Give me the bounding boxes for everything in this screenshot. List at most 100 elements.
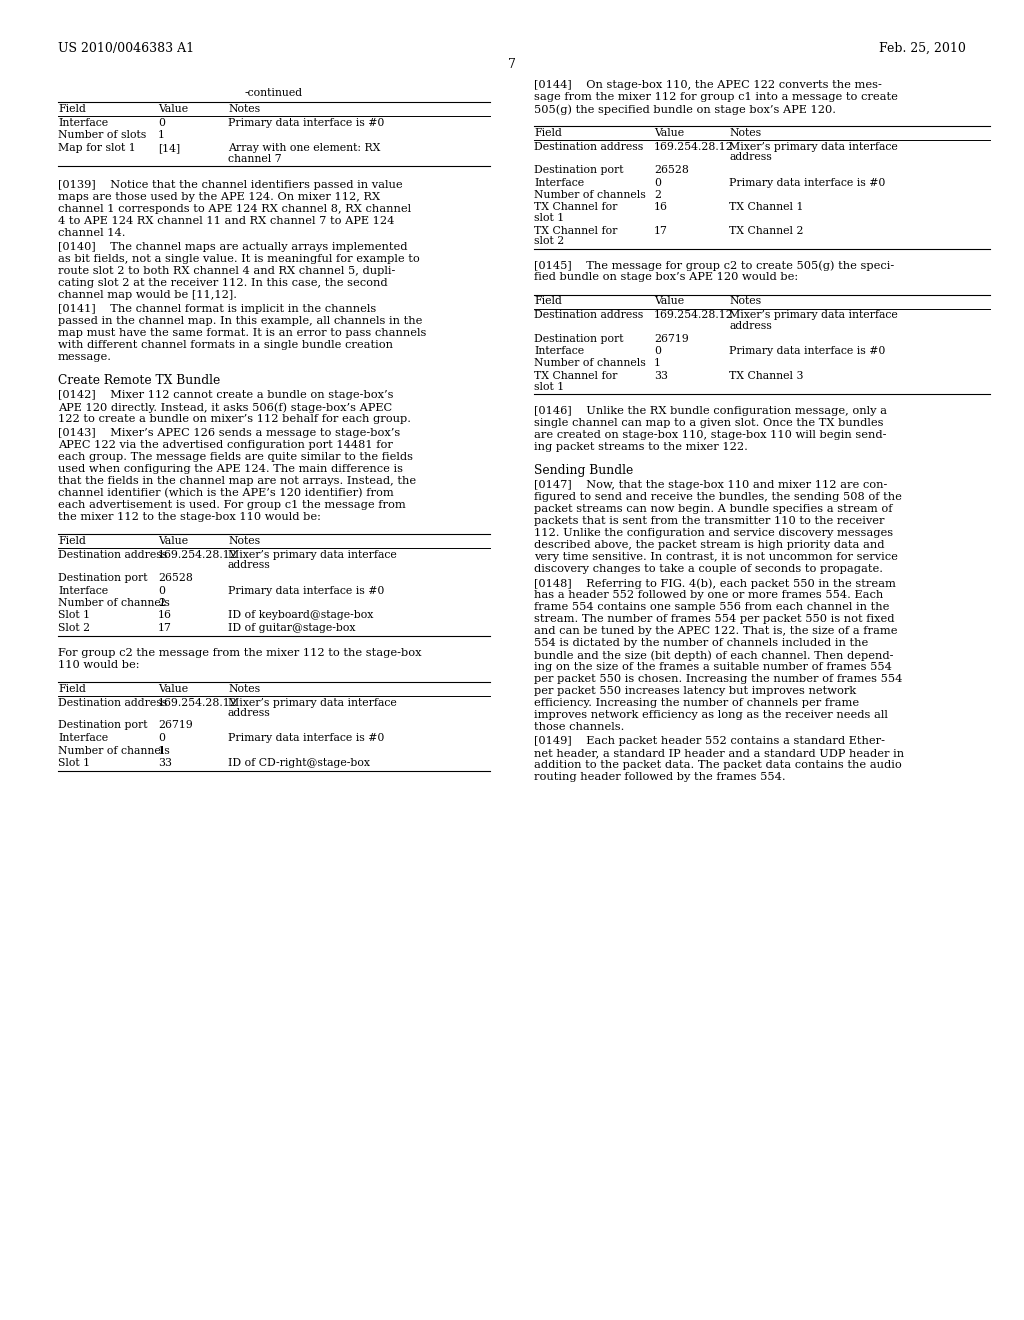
Text: Field: Field (58, 536, 86, 546)
Text: Slot 1: Slot 1 (58, 610, 90, 620)
Text: 26528: 26528 (158, 573, 193, 583)
Text: Interface: Interface (534, 346, 584, 356)
Text: bundle and the size (bit depth) of each channel. Then depend-: bundle and the size (bit depth) of each … (534, 649, 894, 660)
Text: Feb. 25, 2010: Feb. 25, 2010 (880, 42, 966, 55)
Text: TX Channel 1: TX Channel 1 (729, 202, 804, 213)
Text: 26528: 26528 (654, 165, 689, 176)
Text: discovery changes to take a couple of seconds to propagate.: discovery changes to take a couple of se… (534, 564, 883, 574)
Text: slot 1: slot 1 (534, 381, 564, 392)
Text: as bit fields, not a single value. It is meaningful for example to: as bit fields, not a single value. It is… (58, 253, 420, 264)
Text: slot 1: slot 1 (534, 213, 564, 223)
Text: 16: 16 (158, 610, 172, 620)
Text: net header, a standard IP header and a standard UDP header in: net header, a standard IP header and a s… (534, 748, 904, 758)
Text: Destination address: Destination address (58, 697, 167, 708)
Text: 169.254.28.12: 169.254.28.12 (654, 310, 734, 321)
Text: are created on stage-box 110, stage-box 110 will begin send-: are created on stage-box 110, stage-box … (534, 430, 887, 440)
Text: each advertisement is used. For group c1 the message from: each advertisement is used. For group c1… (58, 500, 406, 510)
Text: Notes: Notes (228, 536, 260, 546)
Text: Primary data interface is #0: Primary data interface is #0 (729, 177, 886, 187)
Text: TX Channel 2: TX Channel 2 (729, 226, 804, 235)
Text: per packet 550 increases latency but improves network: per packet 550 increases latency but imp… (534, 686, 856, 696)
Text: Number of channels: Number of channels (58, 746, 170, 755)
Text: packet streams can now begin. A bundle specifies a stream of: packet streams can now begin. A bundle s… (534, 504, 893, 513)
Text: frame 554 contains one sample 556 from each channel in the: frame 554 contains one sample 556 from e… (534, 602, 890, 612)
Text: 0: 0 (158, 733, 165, 743)
Text: 17: 17 (158, 623, 172, 634)
Text: Destination port: Destination port (534, 334, 624, 343)
Text: described above, the packet stream is high priority data and: described above, the packet stream is hi… (534, 540, 885, 550)
Text: 1: 1 (654, 359, 662, 368)
Text: APEC 122 via the advertised configuration port 14481 for: APEC 122 via the advertised configuratio… (58, 440, 393, 450)
Text: slot 2: slot 2 (534, 236, 564, 246)
Text: Destination address: Destination address (58, 550, 167, 560)
Text: Interface: Interface (58, 586, 109, 595)
Text: channel 7: channel 7 (228, 153, 282, 164)
Text: [0140]    The channel maps are actually arrays implemented: [0140] The channel maps are actually arr… (58, 242, 408, 252)
Text: Destination address: Destination address (534, 143, 643, 152)
Text: Notes: Notes (228, 684, 260, 693)
Text: improves network efficiency as long as the receiver needs all: improves network efficiency as long as t… (534, 710, 888, 719)
Text: map must have the same format. It is an error to pass channels: map must have the same format. It is an … (58, 327, 426, 338)
Text: 33: 33 (158, 758, 172, 768)
Text: Destination port: Destination port (58, 721, 147, 730)
Text: [0139]    Notice that the channel identifiers passed in value: [0139] Notice that the channel identifie… (58, 180, 402, 190)
Text: -continued: -continued (245, 88, 303, 98)
Text: TX Channel 3: TX Channel 3 (729, 371, 804, 381)
Text: 1: 1 (158, 131, 165, 140)
Text: ing on the size of the frames a suitable number of frames 554: ing on the size of the frames a suitable… (534, 663, 892, 672)
Text: single channel can map to a given slot. Once the TX bundles: single channel can map to a given slot. … (534, 418, 884, 428)
Text: 1: 1 (158, 746, 165, 755)
Text: channel 14.: channel 14. (58, 228, 126, 238)
Text: Number of channels: Number of channels (534, 190, 646, 201)
Text: Map for slot 1: Map for slot 1 (58, 143, 136, 153)
Text: Mixer’s primary data interface: Mixer’s primary data interface (228, 697, 396, 708)
Text: ing packet streams to the mixer 122.: ing packet streams to the mixer 122. (534, 442, 748, 451)
Text: Mixer’s primary data interface: Mixer’s primary data interface (228, 550, 396, 560)
Text: Value: Value (158, 684, 188, 693)
Text: ID of guitar@stage-box: ID of guitar@stage-box (228, 623, 355, 634)
Text: address: address (228, 708, 270, 718)
Text: addition to the packet data. The packet data contains the audio: addition to the packet data. The packet … (534, 760, 902, 770)
Text: 7: 7 (508, 58, 516, 71)
Text: each group. The message fields are quite similar to the fields: each group. The message fields are quite… (58, 451, 413, 462)
Text: that the fields in the channel map are not arrays. Instead, the: that the fields in the channel map are n… (58, 477, 416, 486)
Text: very time sensitive. In contrast, it is not uncommon for service: very time sensitive. In contrast, it is … (534, 552, 898, 562)
Text: per packet 550 is chosen. Increasing the number of frames 554: per packet 550 is chosen. Increasing the… (534, 675, 902, 684)
Text: 2: 2 (158, 598, 165, 609)
Text: with different channel formats in a single bundle creation: with different channel formats in a sing… (58, 341, 393, 350)
Text: Interface: Interface (58, 733, 109, 743)
Text: Notes: Notes (729, 128, 761, 139)
Text: Number of slots: Number of slots (58, 131, 146, 140)
Text: and can be tuned by the APEC 122. That is, the size of a frame: and can be tuned by the APEC 122. That i… (534, 626, 897, 636)
Text: address: address (228, 561, 270, 570)
Text: address: address (729, 321, 772, 331)
Text: used when configuring the APE 124. The main difference is: used when configuring the APE 124. The m… (58, 465, 403, 474)
Text: 0: 0 (158, 117, 165, 128)
Text: [0142]    Mixer 112 cannot create a bundle on stage-box’s: [0142] Mixer 112 cannot create a bundle … (58, 389, 393, 400)
Text: [0143]    Mixer’s APEC 126 sends a message to stage-box’s: [0143] Mixer’s APEC 126 sends a message … (58, 428, 400, 438)
Text: Value: Value (654, 297, 684, 306)
Text: 110 would be:: 110 would be: (58, 660, 139, 669)
Text: Interface: Interface (534, 177, 584, 187)
Text: 0: 0 (654, 346, 662, 356)
Text: 26719: 26719 (654, 334, 689, 343)
Text: 505(g) the specified bundle on stage box’s APE 120.: 505(g) the specified bundle on stage box… (534, 104, 836, 115)
Text: Number of channels: Number of channels (58, 598, 170, 609)
Text: stream. The number of frames 554 per packet 550 is not fixed: stream. The number of frames 554 per pac… (534, 614, 895, 624)
Text: cating slot 2 at the receiver 112. In this case, the second: cating slot 2 at the receiver 112. In th… (58, 279, 388, 288)
Text: 169.254.28.12: 169.254.28.12 (158, 697, 238, 708)
Text: passed in the channel map. In this example, all channels in the: passed in the channel map. In this examp… (58, 315, 422, 326)
Text: efficiency. Increasing the number of channels per frame: efficiency. Increasing the number of cha… (534, 698, 859, 708)
Text: ID of keyboard@stage-box: ID of keyboard@stage-box (228, 610, 374, 620)
Text: has a header 552 followed by one or more frames 554. Each: has a header 552 followed by one or more… (534, 590, 884, 601)
Text: Notes: Notes (228, 104, 260, 114)
Text: Value: Value (654, 128, 684, 139)
Text: Primary data interface is #0: Primary data interface is #0 (228, 586, 384, 595)
Text: Notes: Notes (729, 297, 761, 306)
Text: Destination port: Destination port (534, 165, 624, 176)
Text: message.: message. (58, 352, 112, 362)
Text: maps are those used by the APE 124. On mixer 112, RX: maps are those used by the APE 124. On m… (58, 191, 380, 202)
Text: packets that is sent from the transmitter 110 to the receiver: packets that is sent from the transmitte… (534, 516, 885, 525)
Text: Primary data interface is #0: Primary data interface is #0 (729, 346, 886, 356)
Text: [0146]    Unlike the RX bundle configuration message, only a: [0146] Unlike the RX bundle configuratio… (534, 407, 887, 416)
